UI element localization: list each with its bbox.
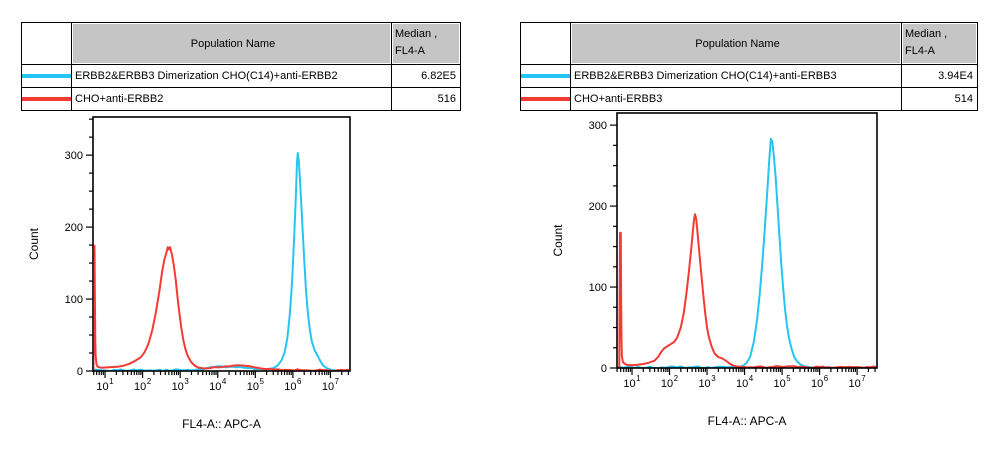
red-series-swatch xyxy=(521,97,570,101)
plot-frame xyxy=(616,112,878,369)
legend-row-dimerization[interactable]: ERBB2&ERBB3 Dimerization CHO(C14)+anti-E… xyxy=(521,64,977,87)
cyan-series-swatch xyxy=(521,74,570,78)
x-tick-label: 101 xyxy=(623,374,641,390)
series-curve-1 xyxy=(618,213,876,368)
series-curve-0 xyxy=(94,152,349,371)
legend-row-control[interactable]: CHO+anti-ERBB2 516 xyxy=(22,87,460,110)
population-name-header-label: Population Name xyxy=(190,37,276,50)
population-name-header: Population Name xyxy=(71,23,391,64)
x-tick-label: 102 xyxy=(134,377,152,393)
legend-table-anti-erbb2[interactable]: Population Name Median , FL4-A ERBB2&ERB… xyxy=(21,22,461,111)
population-name: ERBB2&ERBB3 Dimerization CHO(C14)+anti-E… xyxy=(71,65,391,87)
median-header: Median , FL4-A xyxy=(901,23,977,64)
y-tick-label: 100 xyxy=(65,294,83,306)
legend-header-swatch-cell xyxy=(521,23,570,64)
population-name-header-label: Population Name xyxy=(695,37,780,50)
median-header: Median , FL4-A xyxy=(391,23,460,64)
median-header-line1: Median , xyxy=(395,28,438,40)
x-axis-title: FL4-A:: APC-A xyxy=(708,414,787,428)
median-value: 516 xyxy=(391,88,460,110)
x-tick-label: 106 xyxy=(284,377,302,393)
x-tick-label: 101 xyxy=(96,377,114,393)
x-tick-label: 107 xyxy=(322,377,340,393)
median-header-line1: Median , xyxy=(905,28,948,40)
y-tick-label: 200 xyxy=(65,222,83,234)
legend-row-dimerization[interactable]: ERBB2&ERBB3 Dimerization CHO(C14)+anti-E… xyxy=(22,64,460,87)
legend-header-swatch-cell xyxy=(22,23,71,64)
cyan-series-swatch xyxy=(22,74,71,78)
x-tick-label: 103 xyxy=(698,374,716,390)
y-tick-label: 100 xyxy=(589,282,607,294)
median-header-line2: FL4-A xyxy=(905,45,935,57)
median-value: 3.94E4 xyxy=(901,65,977,87)
x-tick-label: 103 xyxy=(172,377,190,393)
legend-row-control[interactable]: CHO+anti-ERBB3 514 xyxy=(521,87,977,110)
x-tick-label: 104 xyxy=(209,377,227,393)
y-axis-title: Count xyxy=(27,227,41,260)
y-tick-label: 200 xyxy=(589,201,607,213)
legend-header-row: Population Name Median , FL4-A xyxy=(22,23,460,64)
x-tick-label: 107 xyxy=(849,374,867,390)
legend-header-row: Population Name Median , FL4-A xyxy=(521,23,977,64)
series-curve-1 xyxy=(94,244,349,371)
population-name-header: Population Name xyxy=(570,23,901,64)
x-axis-title: FL4-A:: APC-A xyxy=(182,417,261,431)
x-tick-label: 102 xyxy=(661,374,679,390)
x-tick-label: 105 xyxy=(773,374,791,390)
y-tick-label: 0 xyxy=(77,366,83,378)
series-swatch-cell xyxy=(521,88,570,110)
x-tick-label: 104 xyxy=(736,374,754,390)
median-value: 514 xyxy=(901,88,977,110)
legend-table-anti-erbb3[interactable]: Population Name Median , FL4-A ERBB2&ERB… xyxy=(520,22,978,111)
population-name: ERBB2&ERBB3 Dimerization CHO(C14)+anti-E… xyxy=(570,65,901,87)
population-name: CHO+anti-ERBB2 xyxy=(71,88,391,110)
median-value: 6.82E5 xyxy=(391,65,460,87)
series-curve-0 xyxy=(618,137,876,368)
red-series-swatch xyxy=(22,97,71,101)
series-swatch-cell xyxy=(521,65,570,87)
series-swatch-cell xyxy=(22,65,71,87)
population-name: CHO+anti-ERBB3 xyxy=(570,88,901,110)
x-tick-label: 105 xyxy=(247,377,265,393)
y-tick-label: 300 xyxy=(65,150,83,162)
series-swatch-cell xyxy=(22,88,71,110)
median-header-line2: FL4-A xyxy=(395,45,425,57)
x-tick-label: 106 xyxy=(811,374,829,390)
y-tick-label: 300 xyxy=(589,120,607,132)
y-axis-title: Count xyxy=(551,224,565,257)
plot-frame xyxy=(92,116,351,372)
y-tick-label: 0 xyxy=(601,363,607,375)
